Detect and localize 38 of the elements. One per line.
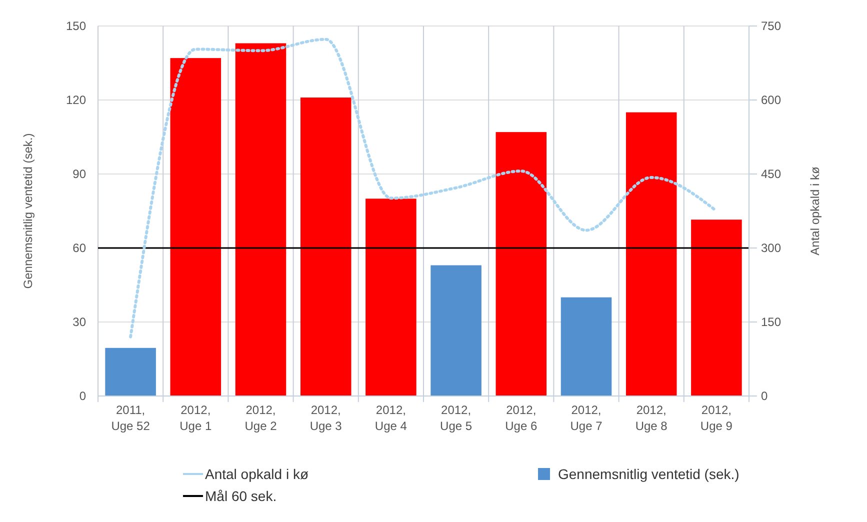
bar [170, 58, 222, 396]
x-tick-label: 2012, Uge 2 [244, 403, 278, 433]
bar [366, 198, 416, 396]
x-tick-label: 2012, Uge 3 [310, 403, 342, 433]
y2-tick-label: 150 [761, 315, 782, 330]
line-series [129, 38, 718, 338]
y2-axis-title: Antal opkald i kø [808, 166, 822, 256]
bar [496, 132, 547, 396]
y-tick-label: 150 [66, 19, 86, 34]
y2-tick-label: 600 [761, 93, 782, 108]
bar [235, 43, 286, 396]
x-tick-label: 2012, Uge 9 [700, 403, 733, 433]
x-tick-label: 2012, Uge 5 [440, 403, 472, 433]
legend-label: Mål 60 sek. [205, 488, 277, 504]
y-tick-label: 60 [72, 241, 86, 256]
x-tick-label: 2012, Uge 6 [505, 403, 538, 433]
y2-tick-label: 0 [761, 389, 768, 404]
y-axis-title: Gennemsnitlig ventetid (sek.) [21, 133, 35, 289]
y2-tick-label: 450 [761, 167, 782, 182]
x-tick-label: 2012, Uge 8 [635, 403, 668, 433]
y-tick-label: 120 [66, 93, 86, 108]
bar [300, 98, 352, 396]
y-tick-label: 90 [72, 167, 86, 182]
bar [560, 297, 612, 396]
y-tick-label: 0 [79, 389, 86, 404]
x-tick-label: 2012, Uge 7 [570, 403, 603, 433]
y-tick-label: 30 [72, 315, 86, 330]
y2-tick-label: 750 [761, 19, 782, 34]
x-tick-label: 2011, Uge 52 [111, 403, 150, 433]
legend-label: Antal opkald i kø [205, 466, 309, 482]
x-tick-label: 2012, Uge 4 [374, 403, 408, 433]
bar [105, 348, 156, 396]
legend-label: Gennemsnitlig ventetid (sek.) [558, 466, 740, 482]
bar [626, 112, 677, 396]
y2-tick-label: 300 [761, 241, 782, 256]
bar [430, 265, 482, 396]
bar [691, 220, 742, 396]
x-tick-label: 2012, Uge 1 [180, 403, 212, 433]
